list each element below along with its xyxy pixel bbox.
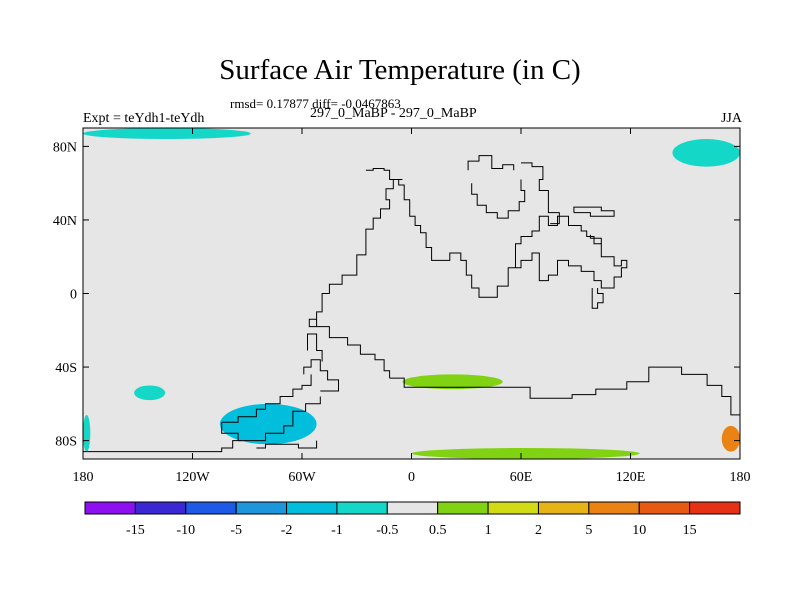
colorbar-swatch — [84, 501, 136, 515]
x-tick-label: 60E — [510, 470, 533, 485]
map-background — [83, 128, 740, 459]
coastline-3 — [467, 155, 515, 171]
colorbar-swatch — [185, 501, 237, 515]
map-plot: 180 120W 60W 0 60E 120E 180 80N 40N 0 40S 80S — [53, 127, 751, 485]
colorbar-swatch — [336, 501, 388, 515]
colorbar-label: 1 — [485, 523, 492, 538]
coastline-17 — [389, 366, 740, 416]
colorbar-swatch — [638, 501, 691, 515]
season-label: JJA — [720, 111, 742, 126]
experiment-label: Expt = teYdh1-teYdh — [83, 111, 205, 126]
coastline-10 — [307, 333, 323, 362]
colorbar-label: -15 — [126, 523, 145, 538]
y-tick-label: 80S — [55, 435, 77, 450]
coastline-4 — [471, 179, 526, 219]
coastline-5 — [573, 206, 615, 217]
anomaly-southern-ocean-band — [411, 447, 640, 459]
colorbar-label: 5 — [585, 523, 592, 538]
chart-title: Surface Air Temperature (in C) — [219, 54, 581, 86]
colorbar: -15 -10 -5 -2 -1 -0.5 0.5 1 2 5 10 15 — [84, 501, 741, 538]
anomaly-south-pacific — [134, 385, 166, 401]
stats-label: rmsd= 0.17877 diff= -0.0467863 — [230, 96, 401, 111]
colorbar-swatch — [537, 501, 590, 515]
colorbar-label: 0.5 — [429, 523, 447, 538]
coastline-8 — [316, 179, 403, 327]
x-tick-label: 0 — [408, 470, 415, 485]
coastline-2 — [521, 162, 560, 225]
colorbar-swatch — [689, 501, 741, 515]
x-tick-label: 120W — [175, 470, 210, 485]
x-tick-label: 180 — [73, 470, 94, 485]
anomaly-south-atlantic-band — [402, 374, 503, 390]
coastline-16 — [83, 440, 242, 453]
anomaly-arctic-east — [672, 139, 740, 167]
coastline-15 — [256, 440, 318, 449]
coastline-9 — [308, 318, 317, 328]
x-tick-label: 120E — [616, 470, 646, 485]
coastline-1 — [365, 168, 628, 298]
colorbar-label: 10 — [632, 523, 646, 538]
anomaly-ross-sea-east — [721, 425, 740, 452]
coastline-12 — [303, 359, 339, 392]
coastline-13 — [221, 374, 312, 423]
anomaly-antarctic-dateline — [83, 414, 91, 452]
run-label: 297_0_MaBP - 297_0_MaBP — [310, 106, 477, 121]
y-tick-label: 40S — [55, 361, 77, 376]
colorbar-swatch — [134, 501, 187, 515]
colorbar-label: 2 — [535, 523, 542, 538]
y-tick-label: 80N — [53, 140, 77, 155]
colorbar-swatch — [286, 501, 338, 515]
colorbar-label: -2 — [281, 523, 293, 538]
coastline-6 — [589, 234, 602, 244]
y-tick-label: 40N — [53, 214, 77, 229]
colorbar-swatch — [487, 501, 539, 515]
y-tick-label: 0 — [70, 288, 77, 303]
colorbar-label: -10 — [176, 523, 195, 538]
colorbar-label: -5 — [230, 523, 242, 538]
x-tick-label: 60W — [288, 470, 316, 485]
colorbar-label: -1 — [331, 523, 343, 538]
coastline-14 — [221, 396, 321, 442]
colorbar-label: 15 — [683, 523, 697, 538]
colorbar-swatch — [588, 501, 640, 515]
anomaly-north-pacific-arctic — [83, 128, 251, 140]
anomaly-antarctic-peninsula — [219, 403, 317, 445]
coastline-7 — [591, 288, 604, 309]
colorbar-swatch — [386, 501, 439, 515]
x-tick-label: 180 — [730, 470, 751, 485]
colorbar-swatch — [235, 501, 288, 515]
colorbar-label: -0.5 — [376, 523, 398, 538]
coastline-11 — [316, 326, 391, 379]
colorbar-swatch — [437, 501, 489, 515]
